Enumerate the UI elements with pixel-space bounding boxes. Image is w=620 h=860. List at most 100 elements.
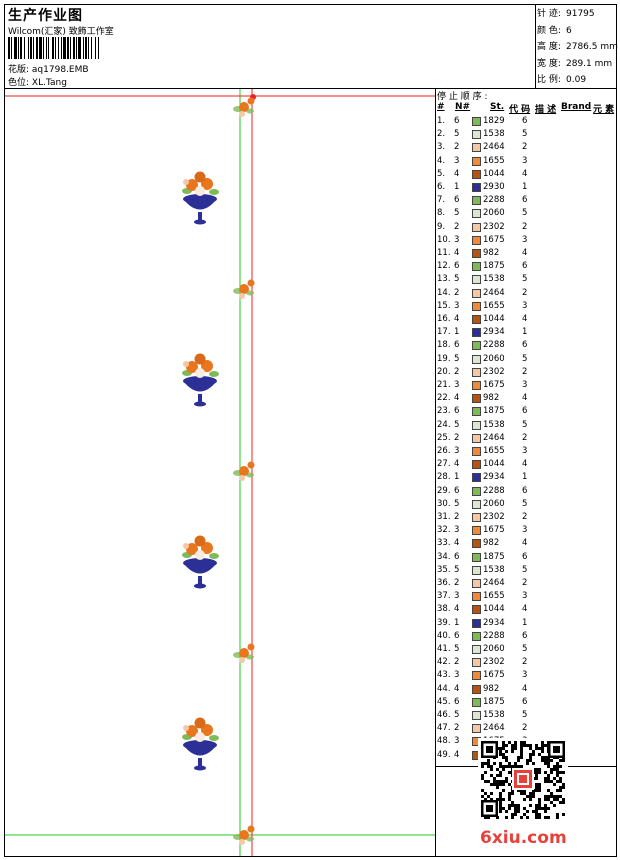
color-swatch bbox=[472, 249, 481, 258]
col-needle: N# bbox=[455, 102, 471, 112]
design-value: aq1798.EMB bbox=[31, 65, 89, 75]
row-index: 40. bbox=[437, 630, 451, 641]
row-index: 21. bbox=[437, 380, 451, 390]
row-needle: 3 bbox=[454, 300, 460, 311]
row-code: 2288 bbox=[483, 340, 505, 351]
row-element: 3 bbox=[522, 525, 528, 536]
row-needle: 3 bbox=[454, 446, 460, 456]
color-swatch bbox=[472, 486, 481, 496]
row-code: 1538 bbox=[483, 564, 505, 575]
table-row: 26. 3 1655 3 bbox=[437, 445, 617, 458]
color-swatch bbox=[472, 209, 481, 219]
row-code: 1655 bbox=[483, 155, 505, 166]
row-code: 982 bbox=[483, 248, 500, 258]
color-swatch bbox=[472, 169, 481, 179]
table-row: 16. 4 1044 4 bbox=[437, 313, 617, 326]
bowl-stem bbox=[198, 576, 202, 585]
flower bbox=[247, 643, 255, 651]
stat-colors: 颜 色: 6 bbox=[537, 25, 572, 36]
flower bbox=[239, 839, 245, 845]
flower bbox=[239, 293, 245, 299]
colorway-label: 色位: bbox=[8, 78, 30, 88]
color-swatch bbox=[472, 222, 481, 232]
row-code: 2060 bbox=[483, 644, 505, 654]
row-needle: 4 bbox=[454, 314, 460, 324]
row-needle: 3 bbox=[454, 736, 460, 747]
row-code: 2934 bbox=[483, 327, 505, 338]
row-code: 1675 bbox=[483, 234, 505, 245]
table-row: 19. 5 2060 5 bbox=[437, 353, 617, 366]
row-index: 13. bbox=[437, 274, 451, 285]
color-swatch bbox=[472, 301, 481, 311]
stat-stitches: 针 迹: 91795 bbox=[537, 9, 595, 19]
color-swatch bbox=[472, 381, 481, 390]
row-index: 3. bbox=[437, 142, 446, 153]
stat-scale: 比 例: 0.09 bbox=[537, 75, 587, 85]
color-swatch bbox=[472, 711, 481, 720]
row-needle: 6 bbox=[454, 630, 460, 641]
color-swatch bbox=[472, 552, 481, 562]
table-row: 44. 4 982 4 bbox=[437, 683, 617, 696]
row-needle: 5 bbox=[454, 353, 460, 364]
color-swatch bbox=[472, 447, 481, 456]
flower bbox=[239, 111, 245, 117]
col-index: # bbox=[437, 102, 445, 112]
row-index: 27. bbox=[437, 459, 451, 470]
table-row: 43. 3 1675 3 bbox=[437, 669, 617, 682]
row-index: 29. bbox=[437, 485, 451, 496]
row-code: 1655 bbox=[483, 591, 505, 602]
color-swatch bbox=[472, 618, 481, 628]
table-row: 9. 2 2302 2 bbox=[437, 221, 617, 234]
sheet-frame bbox=[4, 4, 617, 857]
row-needle: 3 bbox=[454, 380, 460, 390]
table-row: 18. 6 2288 6 bbox=[437, 339, 617, 352]
row-code: 982 bbox=[483, 393, 500, 404]
row-element: 5 bbox=[522, 274, 528, 285]
row-element: 5 bbox=[522, 498, 528, 509]
row-code: 1044 bbox=[483, 168, 505, 179]
row-element: 6 bbox=[522, 485, 528, 496]
qr-code bbox=[478, 738, 568, 820]
row-element: 6 bbox=[522, 340, 528, 351]
row-needle: 4 bbox=[454, 168, 460, 179]
row-element: 5 bbox=[522, 208, 528, 219]
row-element: 6 bbox=[522, 261, 528, 272]
row-element: 4 bbox=[522, 683, 528, 694]
row-needle: 6 bbox=[454, 406, 460, 417]
row-code: 2302 bbox=[483, 512, 505, 522]
row-element: 4 bbox=[522, 168, 528, 179]
row-index: 39. bbox=[437, 617, 451, 628]
flower bbox=[239, 102, 249, 112]
flower bbox=[183, 725, 189, 731]
col-stitches: St. bbox=[490, 102, 505, 112]
design-preview bbox=[5, 89, 435, 856]
row-index: 37. bbox=[437, 591, 451, 602]
color-swatch bbox=[472, 407, 481, 417]
row-code: 1044 bbox=[483, 604, 505, 615]
flower bbox=[201, 724, 213, 736]
row-index: 28. bbox=[437, 472, 451, 483]
row-needle: 2 bbox=[454, 366, 460, 377]
row-needle: 2 bbox=[454, 578, 460, 588]
table-row: 38. 4 1044 4 bbox=[437, 603, 617, 616]
row-needle: 4 bbox=[454, 683, 460, 694]
row-needle: 3 bbox=[454, 155, 460, 166]
table-row: 45. 6 1875 6 bbox=[437, 696, 617, 709]
color-swatch bbox=[472, 288, 481, 298]
row-needle: 6 bbox=[454, 195, 460, 206]
row-index: 15. bbox=[437, 300, 451, 311]
row-index: 24. bbox=[437, 419, 451, 430]
color-swatch bbox=[472, 671, 481, 681]
row-element: 4 bbox=[522, 604, 528, 615]
row-code: 1044 bbox=[483, 459, 505, 470]
color-swatch bbox=[472, 235, 481, 245]
row-code: 1875 bbox=[483, 261, 505, 272]
row-needle: 5 bbox=[454, 419, 460, 430]
row-needle: 1 bbox=[454, 182, 460, 192]
row-element: 2 bbox=[522, 723, 528, 734]
row-needle: 6 bbox=[454, 261, 460, 272]
table-row: 33. 4 982 4 bbox=[437, 537, 617, 550]
flower bbox=[247, 97, 255, 105]
row-code: 1538 bbox=[483, 129, 505, 140]
row-needle: 1 bbox=[454, 472, 460, 483]
